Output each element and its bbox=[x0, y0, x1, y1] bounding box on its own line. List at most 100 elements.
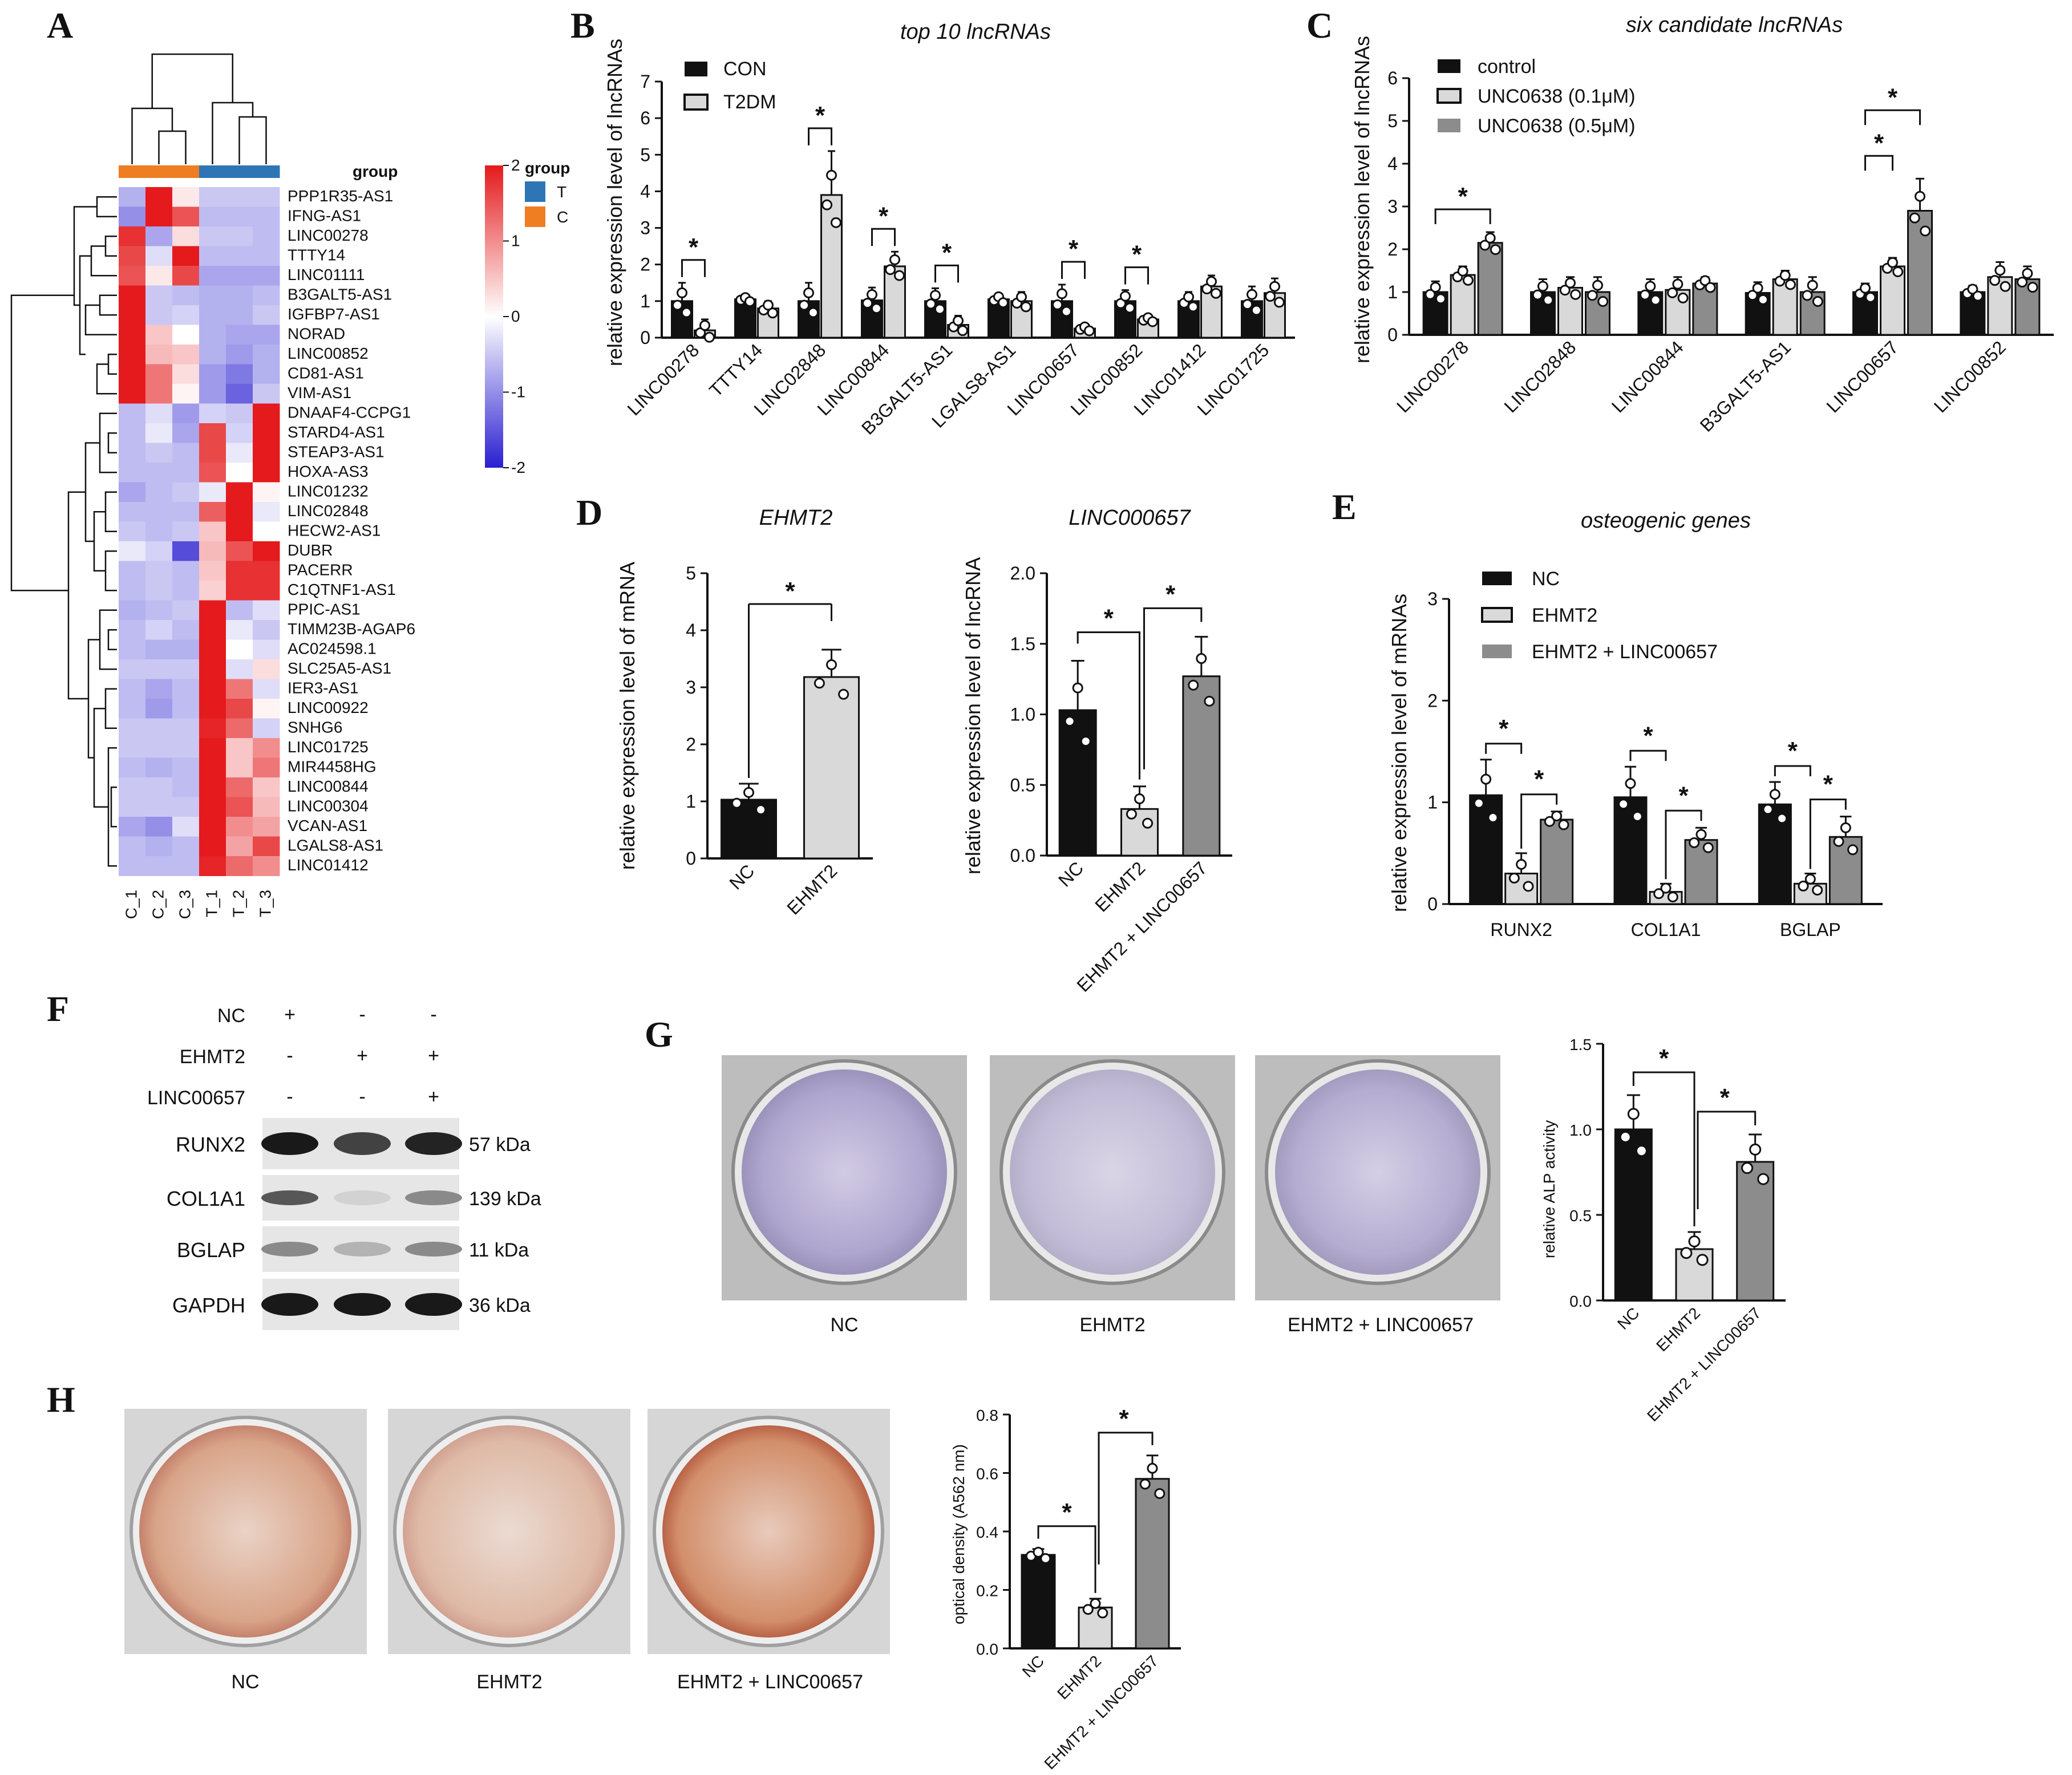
data-point bbox=[1688, 1235, 1701, 1247]
data-point bbox=[1672, 278, 1684, 290]
heatmap-cell bbox=[119, 777, 146, 797]
condition-marks: + - - - + + - - + bbox=[284, 1004, 439, 1108]
data-point bbox=[1247, 289, 1257, 300]
heatmap-cell bbox=[172, 521, 200, 542]
data-point bbox=[744, 296, 755, 307]
data-point bbox=[1705, 282, 1716, 293]
heatmap-cell bbox=[199, 463, 226, 483]
heatmap-cell bbox=[145, 757, 173, 778]
heatmap-cell bbox=[145, 463, 173, 483]
panel-letter-F: F bbox=[47, 988, 69, 1029]
heatmap-cell bbox=[172, 423, 200, 443]
blot-band bbox=[334, 1190, 391, 1205]
data-point bbox=[826, 169, 837, 181]
heatmap-cell bbox=[172, 817, 200, 837]
row-dendrogram-branch bbox=[104, 550, 117, 591]
ars-stain-wells bbox=[124, 1409, 890, 1654]
heatmap-cell bbox=[119, 699, 146, 719]
significance-bracket bbox=[934, 264, 959, 283]
protein-label-BGLAP: BGLAP bbox=[177, 1238, 245, 1262]
heatmap-cell bbox=[119, 345, 146, 364]
y-tick-label: 0 bbox=[640, 327, 650, 348]
heatmap-cell bbox=[199, 345, 226, 364]
data-point bbox=[871, 303, 882, 314]
row-dendrogram-branch bbox=[84, 442, 100, 542]
heatmap-cell bbox=[172, 699, 200, 719]
data-point bbox=[799, 299, 810, 311]
heatmap-cell bbox=[119, 797, 146, 817]
y-tick-label: 0.2 bbox=[976, 1582, 998, 1600]
heatmap-cell bbox=[145, 836, 173, 857]
category-label-NC: NC bbox=[1614, 1304, 1643, 1333]
heatmap-cell bbox=[199, 797, 226, 817]
heatmap-cell bbox=[145, 364, 173, 384]
band-size-BGLAP: 11 kDa bbox=[469, 1239, 529, 1261]
category-label-BGLAP: BGLAP bbox=[1780, 919, 1841, 940]
heatmap-cell bbox=[119, 463, 146, 483]
heatmap-cell bbox=[199, 757, 226, 778]
heatmap-cell bbox=[172, 541, 200, 561]
data-point bbox=[1508, 873, 1520, 884]
heatmap-cell bbox=[172, 600, 200, 621]
row-dendrogram-branch bbox=[99, 294, 117, 316]
data-point bbox=[1779, 270, 1791, 281]
data-point bbox=[1052, 299, 1063, 310]
data-point bbox=[1559, 285, 1571, 296]
heatmap-cell bbox=[253, 718, 280, 739]
category-label-B3GALT5-AS1: B3GALT5-AS1 bbox=[1696, 337, 1795, 435]
data-point bbox=[1627, 1108, 1640, 1120]
panel-g-alp: NC EHMT2 EHMT2 + LINC00657 relative ALP … bbox=[722, 1036, 1786, 1425]
mark-nc-3: - bbox=[430, 1004, 436, 1026]
scale-tick-label: 2 bbox=[511, 156, 520, 174]
heatmap-cell bbox=[253, 541, 280, 561]
heatmap-cell bbox=[145, 266, 173, 286]
data-point bbox=[1618, 799, 1629, 810]
heatmap-cell bbox=[119, 639, 146, 660]
row-label-LINC00852: LINC00852 bbox=[288, 345, 369, 362]
data-point bbox=[1473, 797, 1484, 809]
data-point bbox=[1457, 265, 1468, 277]
y-tick-label: 1 bbox=[1427, 792, 1438, 813]
condition-label-nc: NC bbox=[217, 1005, 245, 1027]
data-point bbox=[677, 287, 687, 298]
heatmap-cell bbox=[226, 305, 253, 325]
data-point bbox=[1204, 695, 1215, 707]
significance-star: * bbox=[785, 577, 795, 605]
legend-swatch-ehmt2-linc bbox=[1482, 645, 1512, 658]
heatmap-cell bbox=[253, 246, 280, 266]
row-label-LINC01111: LINC01111 bbox=[288, 266, 365, 283]
significance-bracket bbox=[1629, 749, 1667, 761]
data-point bbox=[1242, 299, 1253, 310]
data-point bbox=[1784, 279, 1796, 290]
y-tick-label: 0.6 bbox=[976, 1465, 998, 1483]
heatmap-cell bbox=[145, 581, 173, 601]
column-dendrogram-branch bbox=[238, 116, 267, 164]
data-point bbox=[1147, 1462, 1158, 1474]
data-point bbox=[1020, 301, 1031, 313]
heatmap-cell bbox=[172, 777, 200, 797]
protein-label-COL1A1: COL1A1 bbox=[167, 1187, 245, 1210]
data-point bbox=[2027, 282, 2038, 293]
significance-bracket bbox=[1809, 799, 1847, 869]
heatmap-cell bbox=[119, 384, 146, 404]
panel-e-ylabel: relative expression level of mRNAs bbox=[1387, 594, 1411, 912]
row-dendrogram-branch bbox=[67, 491, 88, 700]
bar-LINC02848-UNC0638 (0.5μM) bbox=[1585, 291, 1610, 336]
heatmap-cell bbox=[253, 600, 280, 621]
significance-star: * bbox=[1119, 1405, 1129, 1433]
data-point bbox=[1749, 1143, 1762, 1156]
data-point bbox=[1747, 290, 1758, 301]
data-point bbox=[1892, 266, 1904, 277]
data-point bbox=[1558, 819, 1569, 830]
panel-f-western-blot: NC EHMT2 LINC00657 + - - - + + - - + RUN… bbox=[147, 1004, 541, 1330]
protein-label-GAPDH: GAPDH bbox=[172, 1294, 245, 1317]
category-label-COL1A1: COL1A1 bbox=[1631, 919, 1701, 940]
heatmap-cell bbox=[226, 463, 253, 483]
data-point bbox=[1064, 716, 1075, 727]
data-point bbox=[1126, 808, 1137, 820]
data-point bbox=[703, 331, 715, 343]
legend-label-unc-high: UNC0638 (0.5μM) bbox=[1478, 115, 1636, 137]
scale-tick-label: 1 bbox=[511, 232, 520, 250]
heatmap-cell bbox=[253, 305, 280, 325]
